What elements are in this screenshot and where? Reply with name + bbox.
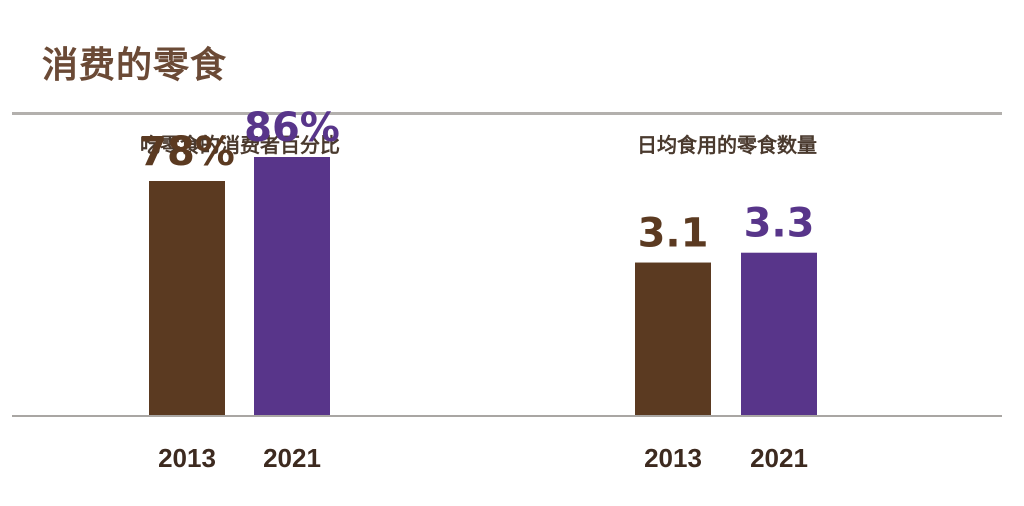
category-label-2021: 2021 <box>263 443 321 473</box>
chart-title: 日均食用的零食数量 <box>637 133 817 157</box>
data-label-2013: 3.1 <box>638 211 709 257</box>
chart-title: 吃零食的消费者百分比 <box>140 133 340 157</box>
chart-daily-snack-count: 日均食用的零食数量 3.1 2013 3.3 2021 <box>635 133 817 473</box>
data-label-2013: 78% <box>139 129 235 175</box>
bar-2013 <box>635 262 711 415</box>
category-label-2013: 2013 <box>644 443 702 473</box>
bar-2013 <box>149 181 225 415</box>
chart-consumer-percentage: 吃零食的消费者百分比 78% 2013 86% 2021 <box>139 105 340 473</box>
category-label-2021: 2021 <box>750 443 808 473</box>
category-label-2013: 2013 <box>158 443 216 473</box>
bar-2021 <box>741 252 817 415</box>
data-label-2021: 3.3 <box>744 201 815 247</box>
page-title: 消费的零食 <box>42 45 228 86</box>
top-divider <box>12 112 1002 115</box>
data-label-2021: 86% <box>244 105 340 151</box>
bar-2021 <box>254 157 330 415</box>
